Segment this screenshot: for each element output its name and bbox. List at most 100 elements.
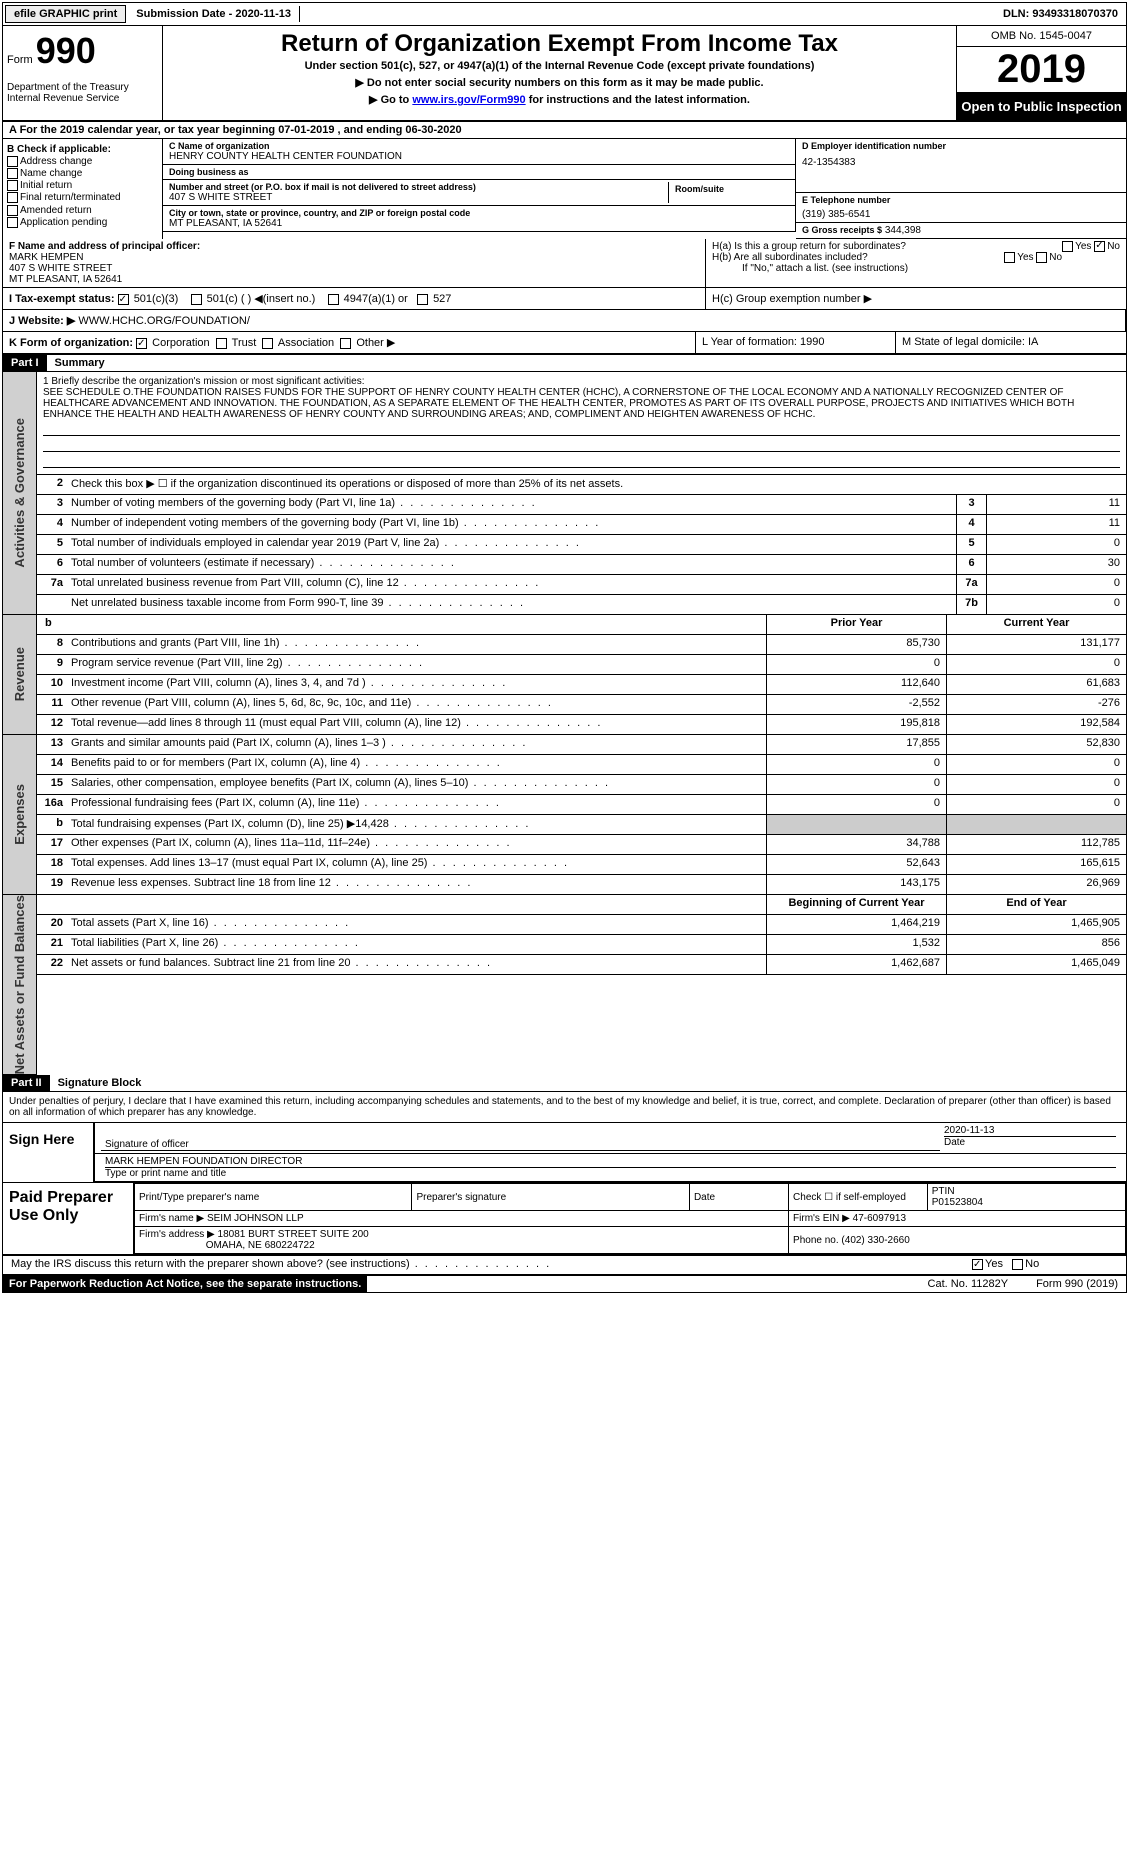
dba-cell: Doing business as	[163, 165, 796, 180]
sign-here-label: Sign Here	[3, 1123, 93, 1182]
cb-name-change[interactable]: Name change	[7, 168, 158, 179]
paperwork-notice: For Paperwork Reduction Act Notice, see …	[3, 1276, 367, 1292]
hb-yes[interactable]	[1004, 252, 1015, 263]
cb-address-change[interactable]: Address change	[7, 156, 158, 167]
ha-row: H(a) Is this a group return for subordin…	[712, 241, 1120, 252]
vtab-revenue: Revenue	[3, 615, 37, 735]
cb-amended-return[interactable]: Amended return	[7, 205, 158, 216]
cb-trust[interactable]	[216, 338, 227, 349]
department: Department of the Treasury Internal Reve…	[7, 82, 158, 104]
mission-text: SEE SCHEDULE O.THE FOUNDATION RAISES FUN…	[43, 387, 1120, 420]
gross-receipts-cell: G Gross receipts $ 344,398	[796, 223, 1126, 239]
dln: DLN: 93493318070370	[995, 6, 1126, 22]
cb-initial-return[interactable]: Initial return	[7, 180, 158, 191]
cb-association[interactable]	[262, 338, 273, 349]
header-right: OMB No. 1545-0047 2019 Open to Public In…	[956, 26, 1126, 120]
rev-line-8: 8Contributions and grants (Part VIII, li…	[37, 635, 1126, 655]
vtab-governance: Activities & Governance	[3, 372, 37, 615]
row-k: K Form of organization: Corporation Trus…	[3, 332, 1126, 355]
net-line-21: 21Total liabilities (Part X, line 26)1,5…	[37, 935, 1126, 955]
sign-here: Sign Here Signature of officer 2020-11-1…	[3, 1123, 1126, 1183]
exp-line-13: 13Grants and similar amounts paid (Part …	[37, 735, 1126, 755]
state-domicile: M State of legal domicile: IA	[896, 332, 1126, 353]
cb-other[interactable]	[340, 338, 351, 349]
org-name: HENRY COUNTY HEALTH CENTER FOUNDATION	[169, 151, 789, 162]
cb-corporation[interactable]	[136, 338, 147, 349]
ha-yes[interactable]	[1062, 241, 1073, 252]
city-cell: City or town, state or province, country…	[163, 206, 796, 232]
net-line-22: 22Net assets or fund balances. Subtract …	[37, 955, 1126, 975]
row-i-hc: I Tax-exempt status: 501(c)(3) 501(c) ( …	[3, 288, 1126, 310]
officer-name-row: MARK HEMPEN FOUNDATION DIRECTOR Type or …	[95, 1154, 1126, 1182]
cb-final-return[interactable]: Final return/terminated	[7, 192, 158, 203]
vtab-net-assets: Net Assets or Fund Balances	[3, 895, 37, 1075]
footer: For Paperwork Reduction Act Notice, see …	[3, 1276, 1126, 1292]
cb-4947[interactable]	[328, 294, 339, 305]
ein: 42-1354383	[802, 157, 1120, 168]
part1-label: Part I	[3, 355, 47, 371]
exp-line-15: 15Salaries, other compensation, employee…	[37, 775, 1126, 795]
cb-501c[interactable]	[191, 294, 202, 305]
activities-governance: Activities & Governance 1 Briefly descri…	[3, 372, 1126, 615]
rev-line-12: 12Total revenue—add lines 8 through 11 (…	[37, 715, 1126, 735]
gov-line-6: 6Total number of volunteers (estimate if…	[37, 555, 1126, 575]
box-b-title: B Check if applicable:	[7, 144, 158, 155]
gov-line-7b: Net unrelated business taxable income fr…	[37, 595, 1126, 615]
form-subtitle: Under section 501(c), 527, or 4947(a)(1)…	[167, 60, 952, 72]
paid-preparer: Paid Preparer Use Only Print/Type prepar…	[3, 1183, 1126, 1256]
ssn-notice: ▶ Do not enter social security numbers o…	[167, 76, 952, 89]
box-h: H(a) Is this a group return for subordin…	[706, 239, 1126, 287]
line-2: 2 Check this box ▶ ☐ if the organization…	[37, 475, 1126, 495]
hb-row: H(b) Are all subordinates included? Yes …	[712, 252, 1120, 263]
firm-addr1: 18081 BURT STREET SUITE 200	[218, 1229, 369, 1240]
part2-title: Signature Block	[50, 1075, 150, 1091]
form-number: 990	[36, 30, 96, 71]
box-d: D Employer identification number 42-1354…	[796, 139, 1126, 239]
officer-name: MARK HEMPEN	[9, 252, 699, 263]
header-middle: Return of Organization Exempt From Incom…	[163, 26, 956, 120]
year-formation: L Year of formation: 1990	[696, 332, 896, 353]
discuss-no[interactable]	[1012, 1259, 1023, 1270]
discuss-row: May the IRS discuss this return with the…	[3, 1256, 1126, 1276]
exp-line-17: 17Other expenses (Part IX, column (A), l…	[37, 835, 1126, 855]
discuss-yes[interactable]	[972, 1259, 983, 1270]
firm-addr2: OMAHA, NE 680224722	[206, 1240, 315, 1251]
net-line-20: 20Total assets (Part X, line 16)1,464,21…	[37, 915, 1126, 935]
org-name-cell: C Name of organization HENRY COUNTY HEAL…	[163, 139, 796, 165]
website: WWW.HCHC.ORG/FOUNDATION/	[78, 315, 250, 327]
revenue: Revenue b Prior Year Current Year 8Contr…	[3, 615, 1126, 735]
rev-header: b Prior Year Current Year	[37, 615, 1126, 635]
mission: 1 Briefly describe the organization's mi…	[37, 372, 1126, 475]
form-of-org: K Form of organization: Corporation Trus…	[3, 332, 696, 353]
catalog-number: Cat. No. 11282Y	[908, 1276, 1029, 1292]
open-to-public: Open to Public Inspection	[957, 93, 1126, 120]
efile-print-button[interactable]: efile GRAPHIC print	[5, 5, 126, 23]
row-f-h: F Name and address of principal officer:…	[3, 239, 1126, 288]
gov-line-3: 3Number of voting members of the governi…	[37, 495, 1126, 515]
instructions-link-row: ▶ Go to www.irs.gov/Form990 for instruct…	[167, 93, 952, 106]
row-a-tax-year: A For the 2019 calendar year, or tax yea…	[3, 122, 1126, 139]
exp-line-16a: 16aProfessional fundraising fees (Part I…	[37, 795, 1126, 815]
tax-year: 2019	[957, 47, 1126, 93]
cb-527[interactable]	[417, 294, 428, 305]
cb-application-pending[interactable]: Application pending	[7, 217, 158, 228]
hb-no[interactable]	[1036, 252, 1047, 263]
vtab-expenses: Expenses	[3, 735, 37, 895]
perjury-statement: Under penalties of perjury, I declare th…	[3, 1092, 1126, 1123]
sign-date: 2020-11-13	[944, 1125, 1116, 1137]
irs-link[interactable]: www.irs.gov/Form990	[412, 94, 525, 106]
rev-line-11: 11Other revenue (Part VIII, column (A), …	[37, 695, 1126, 715]
firm-name: SEIM JOHNSON LLP	[207, 1213, 304, 1224]
gov-line-5: 5Total number of individuals employed in…	[37, 535, 1126, 555]
form-label: Form	[7, 54, 33, 66]
cb-501c3[interactable]	[118, 294, 129, 305]
gross-receipts: 344,398	[885, 225, 921, 236]
box-c: C Name of organization HENRY COUNTY HEAL…	[163, 139, 796, 239]
street-address: 407 S WHITE STREET	[169, 192, 668, 203]
preparer-table: Print/Type preparer's name Preparer's si…	[134, 1183, 1126, 1254]
telephone: (319) 385-6541	[802, 209, 1120, 220]
officer-printed-name: MARK HEMPEN FOUNDATION DIRECTOR	[105, 1156, 1116, 1168]
exp-line-18: 18Total expenses. Add lines 13–17 (must …	[37, 855, 1126, 875]
gov-line-7a: 7aTotal unrelated business revenue from …	[37, 575, 1126, 595]
ha-no[interactable]	[1094, 241, 1105, 252]
